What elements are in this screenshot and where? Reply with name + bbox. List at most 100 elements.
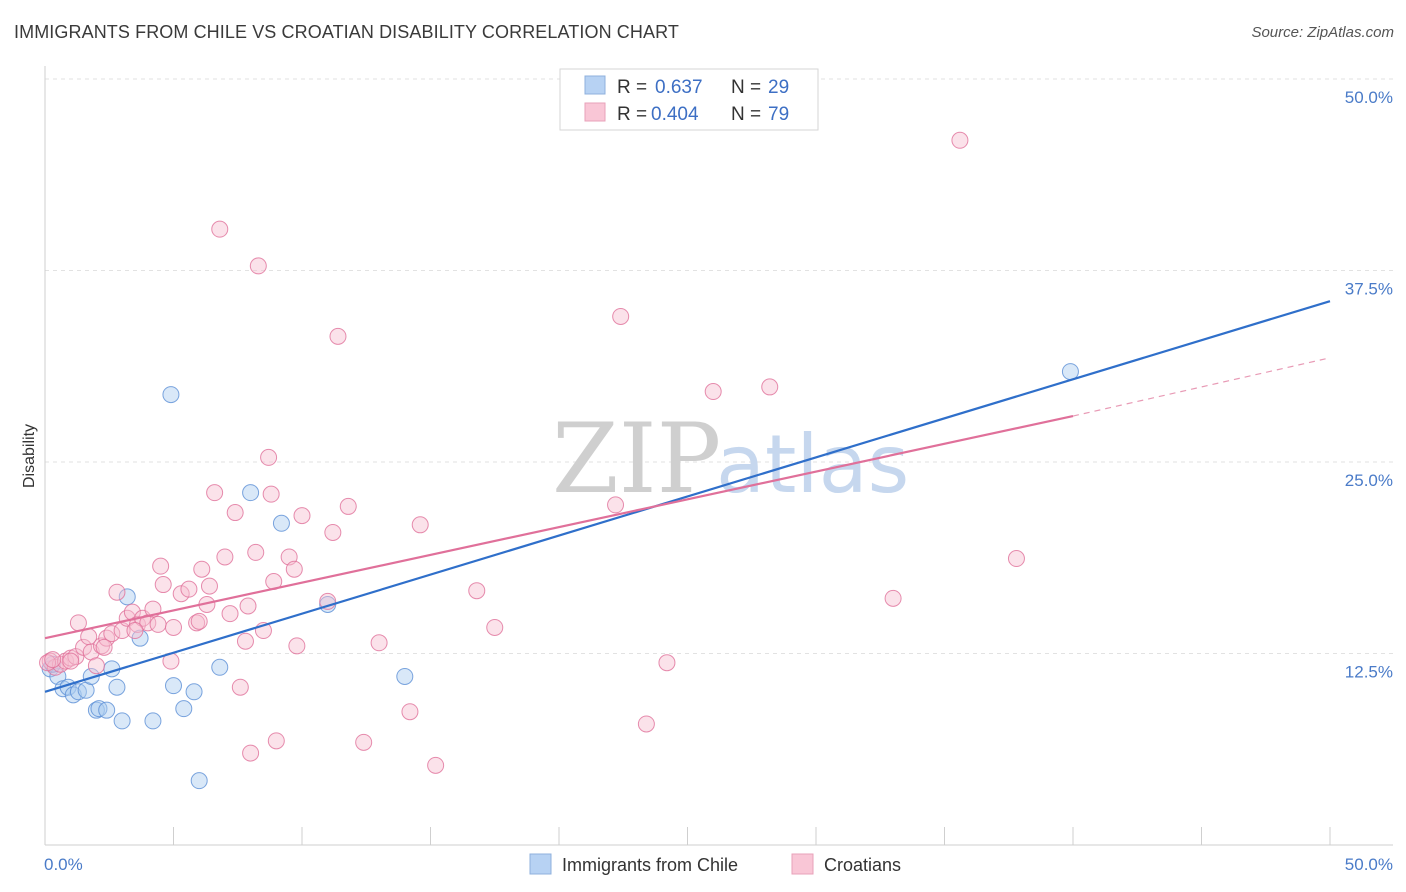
- point-croatians-43: [249, 257, 267, 275]
- point-croatians-57: [355, 733, 373, 751]
- point-croatians-24: [154, 576, 172, 594]
- point-croatians-14: [108, 583, 126, 601]
- point-chile-13: [113, 712, 131, 730]
- bottom-legend-swatch-chile: [529, 853, 552, 875]
- point-chile-8: [87, 701, 105, 719]
- x-tick-labels: 0.0% 50.0%: [44, 855, 1393, 874]
- chart-title: IMMIGRANTS FROM CHILE VS CROATIAN DISABI…: [14, 22, 679, 42]
- point-croatians-75: [62, 652, 80, 670]
- point-croatians-38: [231, 678, 249, 696]
- trend-line-croatians: [44, 414, 1074, 640]
- point-croatians-76: [95, 638, 113, 656]
- point-chile-22: [211, 658, 229, 676]
- x-tick-label-0: 0.0%: [44, 855, 83, 874]
- series-legend: Immigrants from Chile Croatians: [529, 853, 901, 875]
- point-croatians-6: [69, 614, 87, 632]
- point-chile-11: [108, 678, 126, 696]
- point-croatians-69: [761, 378, 779, 396]
- point-chile-20: [185, 683, 203, 701]
- point-croatians-39: [236, 632, 254, 650]
- y-tick-labels: 12.5% 25.0% 37.5% 50.0%: [1345, 88, 1393, 682]
- bottom-legend-label-croatians: Croatians: [824, 855, 901, 875]
- point-croatians-70: [884, 589, 902, 607]
- point-croatians-59: [401, 703, 419, 721]
- point-croatians-62: [468, 582, 486, 600]
- y-tick-label-0: 12.5%: [1345, 663, 1393, 682]
- legend-swatch-chile: [584, 75, 606, 95]
- point-croatians-23: [152, 557, 170, 575]
- point-chile-4: [64, 686, 82, 704]
- x-tick-label-1: 50.0%: [1345, 855, 1393, 874]
- point-croatians-10: [87, 657, 105, 675]
- point-croatians-63: [486, 618, 504, 636]
- point-croatians-34: [211, 220, 229, 238]
- point-chile-21: [190, 772, 208, 790]
- watermark-zip: ZIP: [552, 403, 721, 515]
- point-chile-18: [165, 677, 182, 695]
- source-label: Source: ZipAtlas.com: [1251, 24, 1394, 41]
- point-croatians-64: [607, 496, 625, 514]
- point-croatians-50: [285, 560, 303, 578]
- point-croatians-13: [103, 625, 121, 643]
- y-tick-label-1: 25.0%: [1345, 471, 1393, 490]
- point-croatians-26: [165, 618, 182, 636]
- legend-r-label-croatians: R =: [617, 104, 647, 125]
- point-croatians-51: [288, 637, 306, 655]
- point-croatians-55: [329, 327, 347, 345]
- point-croatians-67: [658, 654, 676, 672]
- point-chile-17: [162, 386, 180, 404]
- point-croatians-40: [239, 597, 257, 615]
- point-croatians-61: [427, 756, 445, 774]
- point-croatians-52: [293, 507, 311, 525]
- point-croatians-73: [39, 654, 57, 672]
- legend-n-label-croatians: N =: [731, 104, 761, 125]
- trend-lines: [44, 300, 1331, 693]
- point-croatians-33: [206, 484, 224, 502]
- point-croatians-58: [370, 634, 388, 652]
- point-chile-19: [175, 700, 193, 718]
- point-croatians-74: [44, 651, 62, 669]
- y-tick-label-2: 37.5%: [1345, 280, 1393, 299]
- point-chile-23: [242, 484, 260, 502]
- legend-n-value-croatians: 79: [768, 104, 789, 125]
- point-croatians-68: [704, 383, 722, 401]
- point-croatians-30: [193, 560, 211, 578]
- point-croatians-78: [190, 612, 208, 630]
- point-croatians-46: [262, 485, 280, 503]
- point-croatians-71: [951, 131, 969, 149]
- point-croatians-72: [1007, 550, 1025, 568]
- point-croatians-22: [149, 615, 167, 633]
- trend-line-chile: [44, 300, 1331, 693]
- point-croatians-65: [612, 307, 630, 325]
- point-croatians-45: [260, 448, 278, 466]
- point-croatians-28: [180, 580, 198, 598]
- y-axis-label: Disability: [21, 424, 38, 488]
- point-croatians-54: [324, 523, 342, 541]
- point-chile-26: [396, 667, 414, 685]
- point-croatians-36: [221, 605, 239, 623]
- axes: [44, 66, 1393, 846]
- point-croatians-48: [267, 732, 285, 750]
- legend-swatch-croatians: [584, 102, 606, 122]
- bottom-legend-swatch-croatians: [791, 853, 814, 875]
- legend-r-value-croatians: 0.404: [651, 104, 699, 125]
- point-croatians-35: [216, 548, 234, 566]
- point-chile-10: [98, 701, 116, 719]
- point-chile-16: [144, 712, 162, 730]
- point-croatians-37: [226, 504, 244, 522]
- legend-r-value-chile: 0.637: [655, 77, 703, 98]
- legend-n-label-chile: N =: [731, 77, 761, 98]
- watermark-atlas: atlas: [716, 418, 909, 511]
- grid-lines: [45, 78, 1393, 654]
- bottom-legend-label-chile: Immigrants from Chile: [562, 855, 738, 875]
- point-croatians-42: [247, 543, 265, 561]
- point-croatians-60: [411, 516, 429, 534]
- data-points: [39, 131, 1079, 790]
- point-croatians-41: [242, 744, 260, 762]
- stats-legend: R = 0.637 N = 29 R = 0.404 N = 79: [559, 68, 819, 131]
- point-croatians-77: [126, 622, 144, 640]
- point-chile-14: [118, 588, 136, 606]
- point-croatians-29: [188, 614, 206, 632]
- point-croatians-3: [57, 652, 75, 670]
